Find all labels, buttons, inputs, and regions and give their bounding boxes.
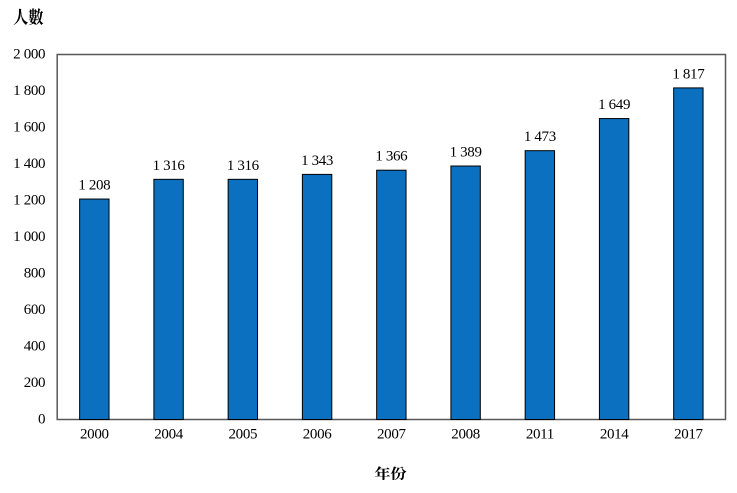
svg-text:1 200: 1 200 (13, 193, 45, 209)
svg-text:1 389: 1 389 (450, 145, 482, 161)
svg-text:1 817: 1 817 (672, 66, 705, 82)
svg-text:1 316: 1 316 (227, 158, 260, 174)
svg-text:1 473: 1 473 (524, 129, 556, 145)
svg-text:1 600: 1 600 (13, 120, 45, 136)
svg-text:2006: 2006 (303, 427, 332, 443)
svg-text:0: 0 (38, 412, 45, 428)
svg-text:400: 400 (24, 339, 45, 355)
svg-text:1 343: 1 343 (301, 153, 333, 169)
svg-text:1 366: 1 366 (375, 149, 408, 165)
svg-text:2007: 2007 (377, 427, 406, 443)
svg-text:2017: 2017 (674, 427, 703, 443)
svg-text:1 000: 1 000 (13, 229, 45, 245)
svg-text:2004: 2004 (154, 427, 183, 443)
svg-text:2011: 2011 (526, 427, 554, 443)
svg-text:200: 200 (24, 375, 45, 391)
svg-text:1 400: 1 400 (13, 156, 45, 172)
svg-text:2 000: 2 000 (13, 47, 45, 63)
svg-text:800: 800 (24, 266, 45, 282)
svg-text:2000: 2000 (80, 427, 109, 443)
svg-text:2008: 2008 (451, 427, 480, 443)
svg-text:1 208: 1 208 (78, 178, 110, 194)
svg-text:1 800: 1 800 (13, 83, 45, 99)
svg-text:600: 600 (24, 302, 45, 318)
svg-text:2005: 2005 (229, 427, 258, 443)
svg-text:1 649: 1 649 (598, 97, 630, 113)
svg-text:1 316: 1 316 (153, 158, 186, 174)
svg-text:2014: 2014 (600, 427, 629, 443)
